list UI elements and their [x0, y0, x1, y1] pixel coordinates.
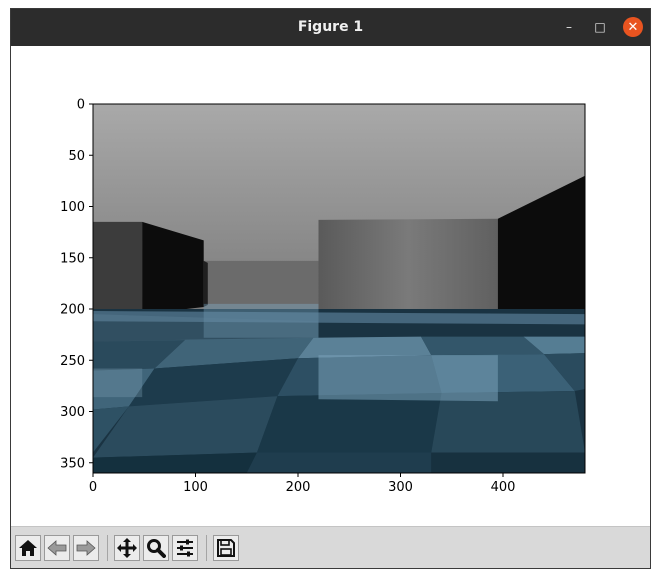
toolbar-separator: [206, 535, 207, 561]
floor-tile: [523, 336, 585, 355]
figure-window: Figure 1 – □ ✕ 0 100 200 300 400 0 50 100 1: [10, 8, 651, 569]
y-tick-label: 100: [60, 200, 85, 215]
title-bar[interactable]: Figure 1 – □ ✕: [11, 9, 650, 46]
floor-tile: [431, 391, 585, 453]
back-button[interactable]: [44, 535, 70, 561]
toolbar-separator: [107, 535, 108, 561]
y-tick-label: 250: [60, 354, 85, 369]
y-tick-label: 200: [60, 303, 85, 318]
minimize-icon: –: [566, 20, 572, 34]
save-button[interactable]: [213, 535, 239, 561]
floor-horizon: [93, 311, 585, 325]
left-wall-face: [93, 221, 143, 315]
floor-tile: [93, 368, 155, 410]
maximize-button[interactable]: □: [590, 17, 610, 37]
floor-reflection-left: [93, 368, 143, 398]
floor-tile: [154, 337, 314, 369]
forward-button[interactable]: [73, 535, 99, 561]
home-icon: [19, 540, 37, 556]
y-tick-label: 350: [60, 456, 85, 471]
floor-reflection-center: [203, 303, 319, 338]
x-tick-label: 400: [491, 480, 516, 495]
floor-reflection-right: [318, 355, 498, 402]
left-wall-side: [142, 221, 204, 315]
figure-canvas[interactable]: 0 100 200 300 400 0 50 100 150 200 250 300 350: [11, 46, 650, 526]
floor-near-horizon: [93, 314, 319, 342]
floor-tile: [246, 452, 432, 473]
y-tick-label: 150: [60, 251, 85, 266]
pan-button[interactable]: [114, 535, 140, 561]
floor-tile: [93, 452, 257, 473]
x-tick-label: 300: [388, 480, 413, 495]
axes-frame: [92, 103, 586, 474]
arrow-right-icon: [76, 540, 96, 556]
floor-tile: [93, 339, 186, 371]
back-wall: [203, 260, 319, 304]
rendered-scene: [93, 104, 585, 473]
left-wall-edge: [203, 260, 208, 307]
floor-tile: [93, 406, 129, 453]
move-icon: [117, 538, 137, 558]
close-icon: ✕: [627, 19, 639, 35]
floppy-icon: [217, 539, 235, 557]
x-axis: 0 100 200 300 400: [89, 473, 516, 495]
grey-wall: [318, 218, 498, 320]
floor-tile: [421, 336, 544, 356]
magnifier-icon: [147, 539, 166, 558]
arrow-left-icon: [47, 540, 67, 556]
y-axis: 0 50 100 150 200 250 300 350: [60, 98, 93, 471]
floor-tile: [431, 452, 585, 473]
navigation-toolbar: [11, 526, 650, 568]
right-wall: [497, 175, 585, 325]
floor-tile: [298, 336, 432, 359]
zoom-button[interactable]: [143, 535, 169, 561]
x-tick-label: 200: [286, 480, 311, 495]
floor-tile: [544, 353, 585, 391]
plot-svg[interactable]: 0 100 200 300 400 0 50 100 150 200 250 300 350: [11, 46, 650, 526]
window-title: Figure 1: [297, 19, 364, 35]
floor-tile: [128, 358, 298, 407]
configure-subplots-button[interactable]: [172, 535, 198, 561]
x-tick-label: 100: [183, 480, 208, 495]
home-button[interactable]: [15, 535, 41, 561]
floor-tile: [257, 393, 442, 453]
y-tick-label: 0: [77, 98, 85, 113]
x-tick-label: 0: [89, 480, 97, 495]
floor-tile: [93, 396, 278, 458]
sliders-icon: [177, 539, 193, 557]
maximize-icon: □: [594, 20, 606, 34]
y-tick-label: 300: [60, 405, 85, 420]
minimize-button[interactable]: –: [559, 17, 579, 37]
y-tick-label: 50: [68, 149, 85, 164]
close-button[interactable]: ✕: [623, 17, 643, 37]
